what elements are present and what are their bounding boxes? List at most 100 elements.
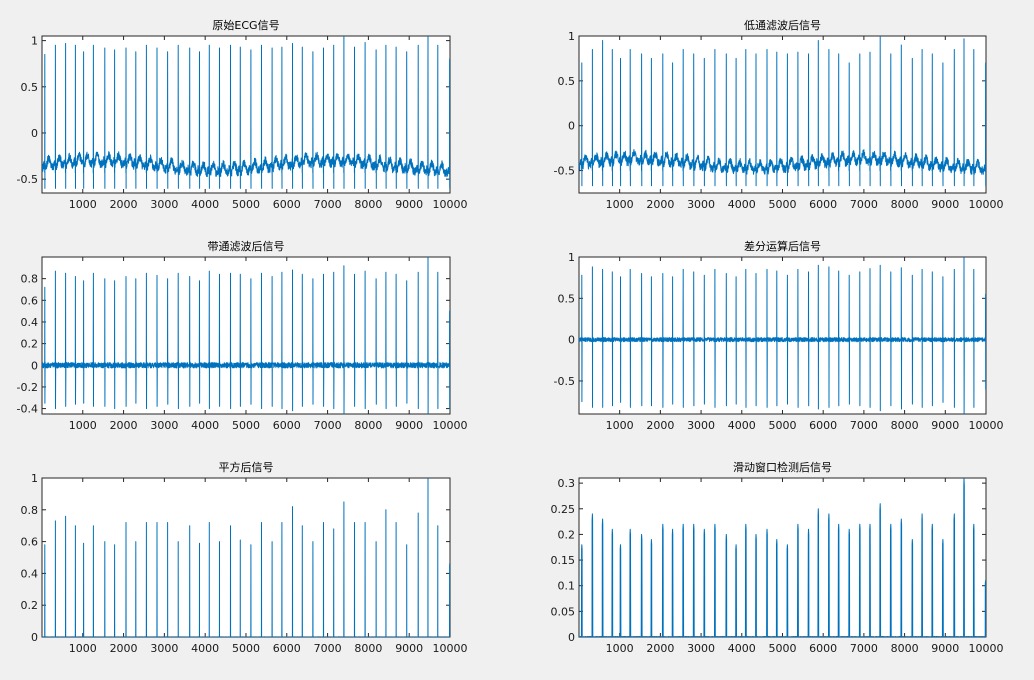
- signal-line: [579, 36, 986, 187]
- y-tick-label: 1: [568, 251, 575, 264]
- y-tick-label: 0.25: [551, 503, 576, 516]
- x-tick-label: 5000: [768, 642, 796, 655]
- y-tick-label: 0.2: [558, 528, 576, 541]
- x-tick-label: 4000: [191, 642, 219, 655]
- y-tick-label: 0: [568, 334, 575, 347]
- y-tick-label: 0.5: [21, 81, 39, 94]
- x-tick-label: 9000: [395, 642, 423, 655]
- y-tick-label: 0: [568, 631, 575, 644]
- x-tick-label: 1000: [69, 198, 97, 211]
- x-tick-label: 6000: [273, 198, 301, 211]
- y-tick-label: 0.4: [21, 567, 39, 580]
- x-tick-label: 7000: [314, 419, 342, 432]
- y-tick-label: 0: [31, 359, 38, 372]
- x-tick-label: 8000: [891, 642, 919, 655]
- x-tick-label: 2000: [646, 419, 674, 432]
- x-tick-label: 9000: [395, 198, 423, 211]
- subplot-title: 差分运算后信号: [744, 239, 821, 253]
- x-tick-label: 3000: [150, 419, 178, 432]
- y-tick-label: 0.8: [21, 504, 39, 517]
- x-tick-label: 3000: [150, 198, 178, 211]
- subplot-title: 带通滤波后信号: [208, 240, 285, 253]
- y-tick-label: 0.1: [558, 580, 576, 593]
- x-tick-label: 7000: [850, 198, 878, 211]
- y-tick-label: 1: [31, 472, 38, 485]
- y-tick-label: 0.6: [21, 536, 39, 549]
- x-tick-label: 2000: [646, 198, 674, 211]
- x-tick-label: 4000: [728, 419, 756, 432]
- x-tick-label: 6000: [273, 419, 301, 432]
- y-tick-label: 0: [568, 120, 575, 133]
- x-tick-label: 2000: [110, 419, 138, 432]
- x-tick-label: 1000: [606, 198, 634, 211]
- x-tick-label: 6000: [809, 642, 837, 655]
- y-tick-label: 1: [568, 30, 575, 43]
- x-tick-label: 3000: [687, 419, 715, 432]
- x-tick-label: 4000: [728, 198, 756, 211]
- x-tick-label: 5000: [232, 642, 260, 655]
- x-tick-label: 10000: [433, 198, 468, 211]
- y-tick-label: 0.8: [21, 273, 39, 286]
- x-tick-label: 3000: [687, 642, 715, 655]
- axes-box: [578, 477, 987, 638]
- y-tick-label: 0: [31, 127, 38, 140]
- signal-line: [42, 257, 450, 414]
- x-tick-label: 10000: [433, 642, 468, 655]
- x-tick-label: 6000: [809, 419, 837, 432]
- y-tick-label: 0: [31, 631, 38, 644]
- subplot-4: 差分运算后信号 1000 2000 3000 4000 5000 6000 7000 8000 9…: [554, 239, 1004, 432]
- y-tick-label: 0.05: [551, 605, 576, 618]
- signal-line: [42, 36, 450, 189]
- axes-box: [41, 477, 451, 638]
- x-tick-label: 10000: [969, 642, 1004, 655]
- y-tick-label: 1: [31, 35, 38, 48]
- x-tick-label: 4000: [728, 642, 756, 655]
- x-tick-label: 5000: [768, 198, 796, 211]
- x-tick-label: 4000: [191, 198, 219, 211]
- subplot-title: 低通滤波后信号: [744, 19, 821, 32]
- subplot-3: 带通滤波后信号 1000 2000 3000 4000 5000 6000 7000 8000 9…: [17, 240, 468, 432]
- subplot-title: 原始ECG信号: [212, 18, 279, 32]
- x-tick-label: 5000: [768, 419, 796, 432]
- x-tick-label: 6000: [809, 198, 837, 211]
- x-tick-label: 6000: [273, 642, 301, 655]
- x-tick-label: 9000: [395, 419, 423, 432]
- x-tick-label: 7000: [850, 419, 878, 432]
- x-tick-label: 7000: [314, 198, 342, 211]
- y-tick-label: 0.4: [21, 316, 39, 329]
- x-tick-label: 10000: [969, 198, 1004, 211]
- x-tick-label: 10000: [433, 419, 468, 432]
- signal-line: [579, 257, 986, 414]
- y-tick-label: -0.5: [554, 375, 575, 388]
- x-tick-label: 2000: [110, 642, 138, 655]
- x-tick-label: 1000: [69, 419, 97, 432]
- x-tick-label: 1000: [606, 419, 634, 432]
- x-tick-label: 10000: [969, 419, 1004, 432]
- y-tick-label: -0.4: [17, 403, 38, 416]
- subplot-title: 滑动窗口检测后信号: [733, 460, 832, 474]
- x-tick-label: 8000: [354, 419, 382, 432]
- x-tick-label: 2000: [110, 198, 138, 211]
- y-tick-label: 0.15: [551, 554, 576, 567]
- x-tick-label: 8000: [891, 198, 919, 211]
- x-tick-label: 9000: [931, 198, 959, 211]
- x-tick-label: 8000: [354, 642, 382, 655]
- y-tick-label: 0.2: [21, 338, 39, 351]
- axes-box: [578, 256, 987, 415]
- x-tick-label: 5000: [232, 198, 260, 211]
- y-tick-label: -0.2: [17, 381, 38, 394]
- x-tick-label: 7000: [314, 642, 342, 655]
- x-tick-label: 2000: [646, 642, 674, 655]
- x-tick-label: 7000: [850, 642, 878, 655]
- x-tick-label: 9000: [931, 419, 959, 432]
- axes-box: [41, 256, 451, 415]
- y-tick-label: -0.5: [17, 173, 38, 186]
- subplot-2: 低通滤波后信号 1000 2000 3000 4000 5000 6000 7000 8000 9…: [554, 19, 1004, 211]
- y-tick-label: 0.2: [21, 599, 39, 612]
- signal-line: [42, 478, 450, 637]
- y-tick-label: -0.5: [554, 165, 575, 178]
- x-tick-label: 1000: [606, 642, 634, 655]
- x-tick-label: 4000: [191, 419, 219, 432]
- subplot-1: 原始ECG信号 1000 2000 3000 4000 5000 6000 7000 8000 9…: [17, 18, 468, 211]
